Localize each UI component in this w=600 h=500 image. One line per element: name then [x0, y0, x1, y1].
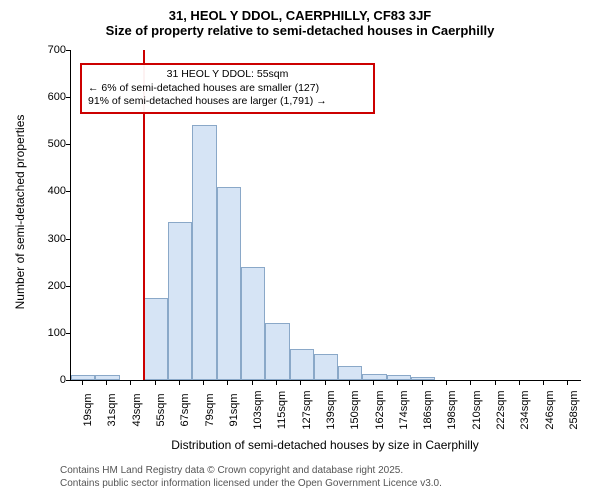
x-tick-label: 43sqm: [131, 393, 143, 426]
histogram-bar: [168, 222, 192, 380]
histogram-bar: [241, 267, 265, 380]
histogram-bar: [192, 125, 216, 380]
x-tick-label: 55sqm: [155, 393, 167, 426]
y-axis: 0100200300400500600700: [0, 50, 70, 380]
histogram-bar: [314, 354, 338, 380]
x-tick-label: 198sqm: [446, 390, 458, 429]
y-tick-label: 400: [48, 185, 66, 197]
x-tick-mark: [130, 380, 131, 385]
y-tick-label: 200: [48, 280, 66, 292]
histogram-bar: [338, 366, 362, 380]
annotation-box: 31 HEOL Y DDOL: 55sqm ← 6% of semi-detac…: [80, 63, 375, 114]
x-tick-mark: [543, 380, 544, 385]
x-tick-mark: [373, 380, 374, 385]
x-tick-label: 103sqm: [252, 390, 264, 429]
x-tick-label: 79sqm: [204, 393, 216, 426]
y-tick-label: 100: [48, 327, 66, 339]
x-tick-mark: [470, 380, 471, 385]
x-tick-label: 186sqm: [422, 390, 434, 429]
y-tick-label: 300: [48, 233, 66, 245]
x-tick-mark: [203, 380, 204, 385]
x-tick-label: 222sqm: [495, 390, 507, 429]
y-tick-label: 700: [48, 44, 66, 56]
x-tick-mark: [300, 380, 301, 385]
x-axis-title: Distribution of semi-detached houses by …: [70, 438, 580, 452]
histogram-bar: [265, 323, 289, 380]
x-axis: 19sqm 31sqm 43sqm 55sqm 67sqm 79sqm 91sqm 103sq…: [70, 380, 580, 440]
chart-title-address: 31, HEOL Y DDOL, CAERPHILLY, CF83 3JF: [0, 8, 600, 23]
chart-container: 31, HEOL Y DDOL, CAERPHILLY, CF83 3JF Si…: [0, 0, 600, 500]
x-tick-label: 127sqm: [301, 390, 313, 429]
histogram-bar: [144, 298, 168, 381]
x-tick-mark: [227, 380, 228, 385]
annotation-line3: 91% of semi-detached houses are larger (…: [88, 95, 367, 109]
x-tick-mark: [82, 380, 83, 385]
annotation-line1: 31 HEOL Y DDOL: 55sqm: [88, 68, 367, 82]
y-tick-label: 500: [48, 138, 66, 150]
x-tick-mark: [349, 380, 350, 385]
footer-line2: Contains public sector information licen…: [60, 478, 442, 489]
x-tick-mark: [567, 380, 568, 385]
chart-title-desc: Size of property relative to semi-detach…: [0, 23, 600, 38]
annotation-line2: ← 6% of semi-detached houses are smaller…: [88, 82, 367, 96]
x-tick-label: 91sqm: [228, 393, 240, 426]
y-tick-label: 600: [48, 91, 66, 103]
x-tick-label: 19sqm: [82, 393, 94, 426]
histogram-bar: [217, 187, 241, 380]
x-tick-mark: [276, 380, 277, 385]
x-tick-mark: [422, 380, 423, 385]
x-tick-mark: [397, 380, 398, 385]
x-tick-label: 210sqm: [471, 390, 483, 429]
x-tick-mark: [106, 380, 107, 385]
x-tick-mark: [495, 380, 496, 385]
x-tick-mark: [155, 380, 156, 385]
x-tick-label: 258sqm: [568, 390, 580, 429]
x-tick-label: 246sqm: [544, 390, 556, 429]
x-tick-mark: [446, 380, 447, 385]
x-tick-mark: [325, 380, 326, 385]
x-tick-mark: [252, 380, 253, 385]
footer-line1: Contains HM Land Registry data © Crown c…: [60, 465, 403, 476]
x-tick-label: 162sqm: [374, 390, 386, 429]
x-tick-mark: [179, 380, 180, 385]
x-tick-mark: [519, 380, 520, 385]
x-tick-label: 115sqm: [276, 391, 288, 429]
x-tick-label: 31sqm: [106, 393, 118, 426]
x-tick-label: 150sqm: [349, 390, 361, 429]
x-tick-label: 174sqm: [398, 390, 410, 429]
histogram-bar: [290, 349, 314, 380]
x-tick-label: 139sqm: [325, 390, 337, 429]
title-block: 31, HEOL Y DDOL, CAERPHILLY, CF83 3JF Si…: [0, 0, 600, 38]
x-tick-label: 234sqm: [519, 390, 531, 429]
x-tick-label: 67sqm: [179, 393, 191, 426]
